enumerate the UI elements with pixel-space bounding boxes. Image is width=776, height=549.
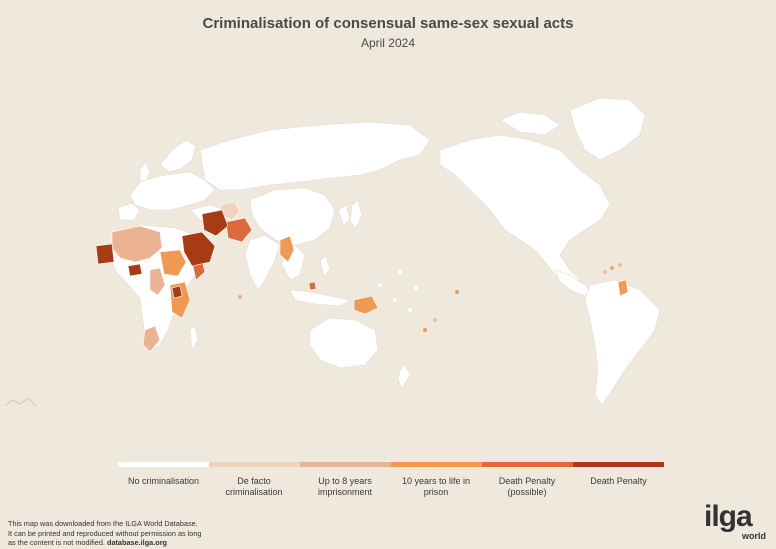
island-marker bbox=[414, 286, 418, 290]
legend-swatch-up-to-8 bbox=[300, 462, 391, 467]
land-australia bbox=[309, 317, 379, 369]
legend-swatch-10-life bbox=[391, 462, 482, 467]
ilga-logo: ilga world bbox=[700, 500, 770, 544]
legend-swatch-dp bbox=[573, 462, 664, 467]
region-10-life-guyana bbox=[617, 279, 629, 297]
footer-line-1: This map was downloaded from the ILGA Wo… bbox=[8, 519, 198, 528]
land-greenland bbox=[569, 97, 646, 161]
land-canada-islands bbox=[499, 111, 561, 136]
footer-line-2: It can be printed and reproduced without… bbox=[8, 528, 202, 538]
legend-label-up-to-8: Up to 8 years imprisonment bbox=[317, 476, 373, 497]
island-marker bbox=[618, 263, 622, 267]
region-dp-mauritania bbox=[95, 243, 115, 265]
footer-line-3: as the content is not modified. bbox=[8, 538, 105, 547]
region-dp-yemen bbox=[171, 285, 183, 299]
land-south-america bbox=[584, 279, 661, 406]
legend-swatch-dp-possible bbox=[482, 462, 573, 467]
land-korea-japan bbox=[337, 204, 351, 227]
logo-word: ilga bbox=[704, 500, 753, 533]
logo-sub: world bbox=[742, 531, 766, 541]
map-subtitle: April 2024 bbox=[360, 36, 416, 50]
legend-swatch-defacto bbox=[209, 462, 300, 467]
island-marker bbox=[393, 298, 397, 302]
island-marker bbox=[398, 270, 402, 274]
island-marker bbox=[610, 266, 614, 270]
island-marker bbox=[433, 318, 437, 322]
land-china bbox=[249, 187, 336, 246]
island-marker bbox=[238, 295, 242, 299]
region-dp-arabia bbox=[181, 231, 216, 267]
legend-label-no-crim: No criminalisation bbox=[127, 476, 200, 486]
legend-label-defacto: De facto criminalisation bbox=[225, 476, 283, 497]
region-10-life-sudan bbox=[159, 249, 187, 277]
island-marker bbox=[455, 290, 459, 294]
region-dp-possible-afghanistan bbox=[225, 217, 253, 243]
legend: No criminalisation De facto criminalisat… bbox=[118, 462, 664, 502]
land-europe bbox=[129, 171, 216, 211]
island-marker bbox=[603, 270, 607, 274]
map-decor-line bbox=[4, 397, 37, 407]
land-indonesia bbox=[289, 289, 351, 307]
region-dp-nigeria bbox=[127, 263, 143, 277]
legend-swatch-no-crim bbox=[118, 462, 209, 467]
map-title: Criminalisation of consensual same-sex s… bbox=[202, 15, 574, 32]
region-up-to-8-south-africa bbox=[142, 325, 161, 353]
land-uk bbox=[139, 161, 151, 183]
land-scandinavia bbox=[159, 139, 197, 173]
land-philippines bbox=[319, 255, 331, 277]
region-up-to-8-west-africa bbox=[111, 225, 163, 263]
region-10-life-png bbox=[353, 295, 379, 315]
land-japan bbox=[349, 199, 363, 229]
island-marker bbox=[378, 283, 382, 287]
land-iberia bbox=[117, 202, 141, 221]
land-russia bbox=[199, 121, 431, 191]
legend-label-10-life: 10 years to life in prison bbox=[401, 476, 471, 497]
footer-note: This map was downloaded from the ILGA Wo… bbox=[8, 519, 202, 548]
island-marker bbox=[408, 308, 412, 312]
region-up-to-8-east-africa bbox=[149, 267, 166, 296]
region-dp-iran bbox=[201, 209, 229, 237]
footer-line-3-wrap: as the content is not modified. database… bbox=[8, 538, 202, 548]
world-map bbox=[4, 97, 661, 407]
land-new-zealand bbox=[397, 364, 411, 389]
land-north-america bbox=[439, 134, 611, 286]
legend-label-dp: Death Penalty bbox=[590, 476, 647, 486]
land-india bbox=[244, 234, 281, 291]
land-madagascar bbox=[189, 324, 199, 351]
island-marker bbox=[423, 328, 427, 332]
region-10-life-myanmar bbox=[279, 235, 295, 263]
footer-link[interactable]: database.ilga.org bbox=[106, 538, 167, 547]
region-dp-possible-brunei bbox=[308, 281, 317, 291]
legend-label-dp-possible: Death Penalty (possible) bbox=[498, 476, 556, 497]
